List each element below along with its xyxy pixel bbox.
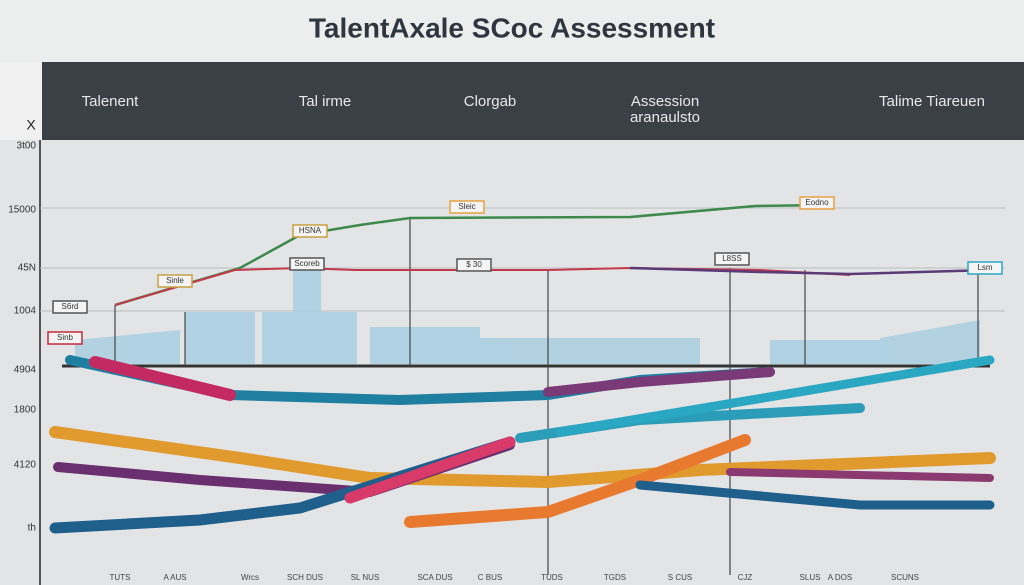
tag <box>292 224 328 238</box>
tag <box>967 261 1003 275</box>
tag-label: Sleic <box>458 202 475 211</box>
bar <box>293 270 321 364</box>
tag-label: S6rd <box>62 302 79 311</box>
tag <box>52 300 88 314</box>
y-label: 45N <box>18 263 36 274</box>
bar <box>75 330 180 364</box>
tag-label: Eodno <box>805 198 829 207</box>
x-label: A AUS <box>163 573 186 582</box>
tag <box>289 257 325 271</box>
bar <box>770 340 880 364</box>
x-label: CJZ <box>738 573 753 582</box>
x-label: TUDS <box>541 573 563 582</box>
toolbar-item: Talime Tiareuen <box>879 93 985 110</box>
tag-label: Lsm <box>977 263 992 272</box>
x-label: TUTS <box>110 573 131 582</box>
x-label: SCA DUS <box>417 573 452 582</box>
x-label: SLUS <box>800 573 821 582</box>
y-label: 4120 <box>14 460 37 471</box>
tag-label: Scoreb <box>294 259 320 268</box>
tag-label: Sinle <box>166 276 184 285</box>
y-label: th <box>28 523 36 534</box>
y-label: 3t00 <box>17 141 37 152</box>
tag <box>47 331 83 345</box>
title-bar <box>0 0 1024 62</box>
x-label: SCUNS <box>891 573 919 582</box>
tag <box>157 274 193 288</box>
bar <box>370 327 480 364</box>
x-label: TGDS <box>604 573 626 582</box>
ribbon <box>543 367 775 397</box>
toolbar-item: Clorgab <box>464 93 517 110</box>
close-button[interactable]: X <box>26 117 36 133</box>
y-label: 15000 <box>8 205 36 216</box>
bar <box>880 320 980 364</box>
x-label: SL NUS <box>351 573 380 582</box>
tag <box>799 196 835 210</box>
toolbar-item: Tal irme <box>299 93 352 110</box>
toolbar <box>0 62 1024 140</box>
x-label: Wrcs <box>241 573 259 582</box>
ribbon <box>635 480 995 510</box>
bar <box>185 312 255 364</box>
x-label: SCH DUS <box>287 573 323 582</box>
trend-line <box>114 266 851 306</box>
tag-label: Sinb <box>57 333 74 342</box>
ribbon <box>726 468 994 482</box>
trend-line <box>629 266 991 276</box>
page-title: TalentAxale SCoc Assessment <box>309 12 715 43</box>
y-label: 1004 <box>14 306 37 317</box>
ribbon <box>89 356 236 401</box>
tag <box>456 258 492 272</box>
ribbon <box>404 434 751 528</box>
y-label: 4904 <box>14 365 37 376</box>
tag-label: L8SS <box>722 254 742 263</box>
tag <box>449 200 485 214</box>
tag-label: HSNA <box>299 226 322 235</box>
ribbon <box>344 436 516 504</box>
ribbon <box>555 355 995 437</box>
y-label: 1800 <box>14 405 37 416</box>
toolbar-subtitle: aranaulsto <box>630 109 700 126</box>
bar <box>480 338 700 364</box>
x-label: S CUS <box>668 573 692 582</box>
tag <box>714 252 750 266</box>
x-label: C BUS <box>478 573 502 582</box>
trend-line <box>114 203 831 307</box>
tag-label: $ 30 <box>466 260 482 269</box>
toolbar-side <box>0 62 42 140</box>
ribbon <box>49 426 996 489</box>
toolbar-item: Assession <box>631 93 699 110</box>
x-label: A DOS <box>828 573 852 582</box>
toolbar-item: Talenent <box>82 93 140 110</box>
